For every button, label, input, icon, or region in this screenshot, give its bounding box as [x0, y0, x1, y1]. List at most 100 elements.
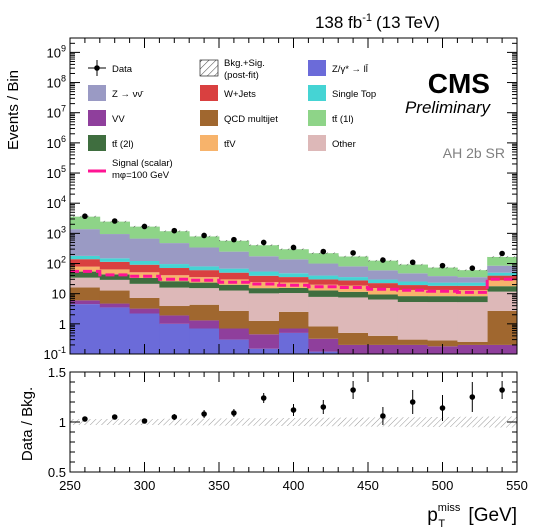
data-point: [111, 218, 118, 224]
signal-curve: [70, 269, 517, 294]
ytick-label: 108: [47, 74, 66, 91]
stack-bar-Z_nunu: [219, 251, 250, 269]
stack-bar-QCD: [189, 304, 220, 321]
stack-bar-W_jets: [278, 277, 309, 283]
stack-bar-ttV: [99, 269, 130, 275]
stack-bar-tt_1l: [70, 216, 101, 230]
stack-bar-tt_1l: [99, 221, 130, 235]
stack-bar-Z_nunu: [248, 256, 279, 272]
ratio-point: [350, 387, 356, 393]
data-point: [290, 244, 297, 251]
stack-bar-QCD: [159, 306, 190, 316]
stack-bar-Other: [457, 302, 488, 342]
stack-bar-single_top: [427, 282, 458, 286]
legend-marker-W_jets: [200, 85, 218, 101]
top-axes: 10-1 1 10 102 103 104 105 106 107 108 109: [44, 37, 518, 362]
legend-label: Single Top: [332, 89, 376, 100]
stack-bar-W_jets: [189, 270, 220, 278]
stack-bar-tt_2l: [427, 296, 458, 303]
legend-label: tt̄ (1l): [332, 114, 354, 125]
stack-bar-Other: [308, 296, 339, 327]
xtick-label: 300: [134, 478, 156, 493]
ytick-label: 10: [52, 287, 66, 302]
stack-bar-Z_nunu: [368, 270, 399, 280]
legend-label: Z → νν̄: [112, 89, 144, 100]
legend-marker-tt_2l: [88, 135, 106, 151]
legend-label: QCD multijet: [224, 114, 278, 125]
stack-bar-W_jets: [99, 261, 130, 270]
stack-bar-single_top: [70, 255, 101, 260]
stack-bar-QCD: [397, 339, 428, 345]
stack-bar-Z_ll: [99, 307, 130, 354]
data-point: [499, 250, 505, 257]
legend-label: Bkg.+Sig.: [224, 58, 265, 69]
stack-bar-tt_2l: [278, 287, 309, 294]
stack-bar-tt_2l: [159, 281, 190, 288]
stack-bar-W_jets: [248, 275, 279, 283]
bottom-xlabel: pmiss T [GeV]: [427, 502, 517, 530]
data-point: [469, 265, 476, 271]
stack-bar-Z_nunu: [457, 277, 488, 283]
stack-bar-Other: [159, 287, 190, 307]
stack-bar-tt_1l: [368, 260, 399, 271]
ratio-point: [201, 411, 207, 417]
stack-bar-single_top: [338, 277, 369, 281]
stack-bar-single_top: [278, 273, 309, 278]
legend-label: W+Jets: [224, 89, 256, 100]
stack-bar-QCD: [338, 332, 369, 345]
stack-bar-single_top: [248, 271, 279, 276]
xtick-label: 350: [208, 478, 230, 493]
ratio-point: [439, 405, 446, 411]
stack-bar-Other: [219, 290, 250, 311]
ratio-point: [320, 404, 327, 410]
top-ylabel: Events / Bin: [5, 70, 22, 150]
stack-bar-single_top: [308, 275, 339, 280]
stack-bar-QCD: [308, 326, 339, 339]
ratio-points: [82, 381, 505, 425]
legend: Data Bkg.+Sig.(post-fit) Z/γ* → ll̄ Z → νν̄…: [88, 58, 376, 181]
xtick-label: 400: [283, 478, 305, 493]
ratio-band: [70, 416, 517, 428]
stack-bar-Z_nunu: [487, 265, 517, 273]
legend-marker-single_top: [308, 85, 326, 101]
stack-bar-W_jets: [159, 268, 190, 276]
stack-bar-tt_2l: [70, 271, 101, 278]
stack-bar-Other: [129, 283, 160, 298]
stack-bar-tt_1l: [278, 249, 309, 260]
stack-bar-Z_nunu: [427, 276, 458, 283]
stack-bar-tt_1l: [189, 236, 220, 248]
stack-bar-tt_2l: [338, 291, 369, 298]
data-point: [201, 232, 207, 239]
legend-marker-data-dot: [94, 65, 100, 71]
cms-label: CMS: [428, 68, 490, 99]
legend-marker-QCD: [200, 110, 218, 126]
ytick-label: 109: [47, 43, 66, 60]
stack-bar-VV: [189, 320, 220, 329]
ratio-ytick-label: 0.5: [48, 465, 66, 480]
ratio-point: [141, 418, 148, 424]
stack-bar-Z_nunu: [129, 238, 160, 261]
legend-label: Other: [332, 139, 356, 150]
bottom-ylabel: Data / Bkg.: [19, 387, 36, 461]
stack-bar-ttV: [427, 289, 458, 297]
stack-bar-Z_nunu: [159, 243, 190, 265]
legend-label-line2: mφ=100 GeV: [112, 170, 170, 181]
stack-bar-QCD: [219, 310, 250, 329]
data-point: [260, 239, 267, 246]
stack-bar-W_jets: [457, 285, 488, 290]
stack-bar-ttV: [70, 266, 101, 272]
stack-bar-Z_nunu: [278, 259, 309, 274]
ytick-label: 1: [59, 317, 66, 332]
stack-bar-Z_nunu: [397, 273, 428, 282]
legend-marker-hatch: [199, 59, 219, 77]
legend-marker-tt_1l: [308, 110, 326, 126]
stack-bar-single_top: [159, 264, 190, 269]
stack-bar-tt_2l: [487, 286, 517, 292]
stack-bar-tt_2l: [397, 296, 428, 302]
ytick-label: 103: [47, 224, 66, 241]
stack-bar-W_jets: [338, 280, 369, 286]
legend-label: tt̄ (2l): [112, 139, 134, 150]
legend-marker-Z_ll: [308, 60, 326, 76]
legend-label: Z/γ* → ll̄: [332, 64, 369, 75]
